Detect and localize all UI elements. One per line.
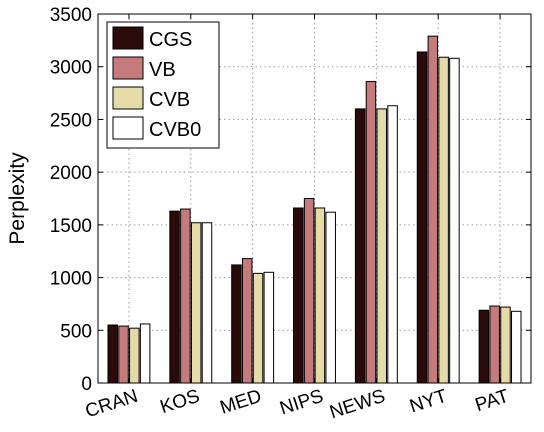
bar-cvb-kos [190,222,202,384]
bar-cgs-nyt [416,51,428,384]
y-tick-label: 3500 [50,5,92,26]
x-tick-label-med: MED [218,386,265,419]
bar-vb-cran [118,325,129,384]
y-tick-label: 1500 [50,216,92,237]
y-tick-label: 2500 [50,110,92,131]
bar-cvb0-pat [511,310,522,384]
legend-swatch-cvb [112,86,144,110]
y-tick-label: 3000 [50,58,92,79]
legend-label-vb: VB [149,59,176,81]
y-axis-ticks: 0 500 1000 1500 2000 2500 3000 3500 [50,5,531,395]
bar-cvb0-news [387,105,398,384]
legend-label-cvb: CVB [149,89,190,111]
legend-label-cgs: CGS [149,29,192,51]
legend: CGS VB CVB CVB0 [106,21,220,149]
bar-cvb-med [252,272,264,384]
legend-label-cvb0: CVB0 [149,119,201,141]
bar-cgs-news [354,108,366,384]
bar-cgs-med [231,264,242,384]
bar-vb-nips [303,198,315,384]
x-tick-label-news: NEWS [327,386,388,424]
y-axis-label: Perplexity [6,152,29,245]
legend-item-vb: VB [112,56,176,81]
bar-vb-kos [180,208,191,384]
bar-cgs-kos [169,210,180,384]
legend-swatch-cgs [112,26,144,50]
y-tick-label: 2000 [50,163,92,184]
bar-cvb0-nips [325,211,336,384]
legend-swatch-cvb0 [112,116,144,140]
bar-cvb-news [376,108,388,384]
bar-cvb-cran [129,327,140,384]
bar-vb-nyt [427,35,439,384]
bar-cvb0-nyt [449,57,460,384]
bar-cgs-cran [107,324,118,384]
bar-cvb-pat [500,306,511,384]
bar-cvb0-kos [201,222,213,384]
bar-cgs-pat [478,309,490,384]
bar-cgs-nips [293,207,304,384]
x-tick-label-nips: NIPS [277,386,326,420]
y-tick-label: 0 [81,374,92,395]
bar-group-pat [478,305,522,384]
bar-cvb0-cran [139,323,151,384]
bar-cvb0-med [263,271,275,384]
x-tick-label-nyt: NYT [407,386,450,418]
legend-swatch-vb [112,56,144,80]
x-tick-label-pat: PAT [473,386,512,417]
bar-vb-news [365,80,377,384]
bar-cvb-nyt [438,56,449,384]
bar-group-kos [169,208,213,384]
bar-vb-med [241,258,253,384]
x-tick-label-kos: KOS [158,386,203,418]
legend-item-cvb: CVB [112,86,190,111]
y-tick-label: 1000 [50,269,92,290]
legend-item-cvb0: CVB0 [112,116,201,141]
y-tick-label: 500 [60,321,92,342]
bar-cvb-nips [314,207,326,384]
bar-vb-pat [489,305,500,384]
legend-item-cgs: CGS [112,26,192,51]
bar-group-nyt [416,35,460,384]
